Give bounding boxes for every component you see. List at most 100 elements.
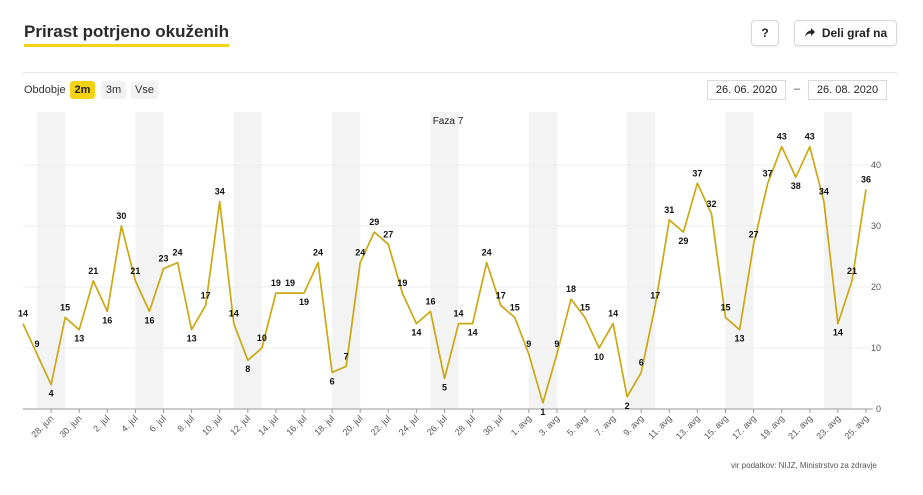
- data-label: 14: [229, 309, 239, 319]
- share-icon: [804, 28, 815, 37]
- data-label: 16: [144, 315, 154, 325]
- x-tick-label: 5. avg: [565, 413, 589, 437]
- x-tick-label: 3. avg: [537, 413, 561, 437]
- data-label: 13: [187, 334, 197, 344]
- x-tick-label: 25. avg: [842, 413, 870, 441]
- data-label: 21: [88, 266, 98, 276]
- data-label: 19: [285, 278, 295, 288]
- data-label: 34: [215, 187, 225, 197]
- data-label: 9: [526, 339, 531, 349]
- data-label: 31: [664, 205, 674, 215]
- range-button-all[interactable]: Vse: [131, 81, 158, 99]
- data-label: 24: [173, 248, 183, 258]
- data-label: 15: [510, 303, 520, 313]
- x-tick-label: 20. jul: [341, 413, 365, 437]
- data-label: 36: [861, 174, 871, 184]
- x-tick-label: 11. avg: [646, 413, 673, 440]
- y-tick-label: 20: [871, 282, 881, 292]
- weekend-band: [332, 112, 361, 409]
- data-label: 10: [257, 333, 267, 343]
- data-label: 14: [18, 309, 28, 319]
- data-label: 19: [299, 297, 309, 307]
- data-label: 24: [313, 248, 323, 258]
- data-label: 1: [540, 407, 545, 417]
- x-tick-label: 10. jul: [200, 413, 224, 437]
- data-label: 6: [639, 357, 644, 367]
- weekend-band: [627, 112, 656, 409]
- data-label: 4: [49, 389, 54, 399]
- y-tick-label: 0: [876, 404, 881, 414]
- data-label: 17: [650, 290, 660, 300]
- data-label: 23: [158, 254, 168, 264]
- data-label: 14: [833, 328, 843, 338]
- data-label: 21: [130, 266, 140, 276]
- weekend-band: [823, 112, 852, 409]
- data-label: 14: [454, 309, 464, 319]
- data-label: 30: [116, 211, 126, 221]
- x-tick-label: 24. jul: [397, 413, 421, 437]
- data-label: 2: [625, 401, 630, 411]
- x-tick-label: 28. jun: [29, 413, 55, 439]
- x-tick-label: 13. avg: [674, 413, 702, 441]
- weekend-band: [135, 112, 164, 409]
- x-tick-label: 9. avg: [621, 413, 645, 437]
- data-label: 13: [74, 334, 84, 344]
- share-button-label: Deli graf na: [821, 26, 888, 40]
- data-label: 27: [383, 229, 393, 239]
- share-button[interactable]: Deli graf na: [794, 20, 897, 46]
- date-from-input[interactable]: 26. 06. 2020: [707, 80, 786, 100]
- x-tick-label: 1. avg: [509, 413, 533, 437]
- data-label: 16: [102, 315, 112, 325]
- x-tick-label: 8. jul: [175, 413, 196, 434]
- weekend-band: [528, 112, 557, 409]
- range-button-2m[interactable]: 2m: [70, 81, 95, 99]
- data-label: 13: [735, 334, 745, 344]
- y-tick-label: 30: [871, 221, 881, 231]
- data-label: 15: [720, 303, 730, 313]
- data-label: 43: [805, 132, 815, 142]
- data-label: 9: [35, 339, 40, 349]
- x-tick-label: 16. jul: [284, 413, 308, 437]
- data-label: 24: [482, 248, 492, 258]
- data-label: 6: [330, 376, 335, 386]
- help-button[interactable]: ?: [751, 20, 779, 46]
- x-tick-label: 18. jul: [312, 413, 336, 437]
- data-label: 37: [763, 168, 773, 178]
- data-label: 29: [678, 236, 688, 246]
- data-label: 24: [355, 248, 365, 258]
- data-label: 15: [580, 303, 590, 313]
- data-label: 15: [60, 303, 70, 313]
- x-tick-label: 15. avg: [702, 413, 730, 441]
- x-tick-label: 2. jul: [91, 413, 112, 434]
- data-label: 5: [442, 383, 447, 393]
- data-label: 10: [594, 352, 604, 362]
- x-tick-label: 19. avg: [758, 413, 786, 441]
- chart-title: Prirast potrjeno okuženih: [24, 22, 229, 47]
- data-label: 19: [397, 278, 407, 288]
- data-label: 34: [819, 187, 829, 197]
- data-label: 21: [847, 266, 857, 276]
- data-label: 17: [201, 290, 211, 300]
- range-button-3m[interactable]: 3m: [101, 81, 126, 99]
- data-label: 7: [344, 351, 349, 361]
- data-label: 19: [271, 278, 281, 288]
- period-label: Obdobje: [24, 84, 66, 96]
- date-to-input[interactable]: 26. 08. 2020: [808, 80, 887, 100]
- x-tick-label: 12. jul: [228, 413, 252, 437]
- header-divider: [23, 72, 897, 73]
- x-tick-label: 23. avg: [814, 413, 842, 441]
- x-tick-label: 30. jun: [57, 413, 83, 439]
- data-label: 38: [791, 181, 801, 191]
- data-label: 32: [706, 199, 716, 209]
- weekend-band: [37, 112, 66, 409]
- x-tick-label: 30. jul: [481, 413, 505, 437]
- x-tick-label: 22. jul: [369, 413, 393, 437]
- data-label: 43: [777, 132, 787, 142]
- x-tick-label: 7. avg: [593, 413, 617, 437]
- data-label: 14: [608, 309, 618, 319]
- data-label: 29: [369, 217, 379, 227]
- phase-annotation: Faza 7: [433, 116, 464, 127]
- x-tick-label: 4. jul: [119, 413, 140, 434]
- series-line: [22, 145, 867, 404]
